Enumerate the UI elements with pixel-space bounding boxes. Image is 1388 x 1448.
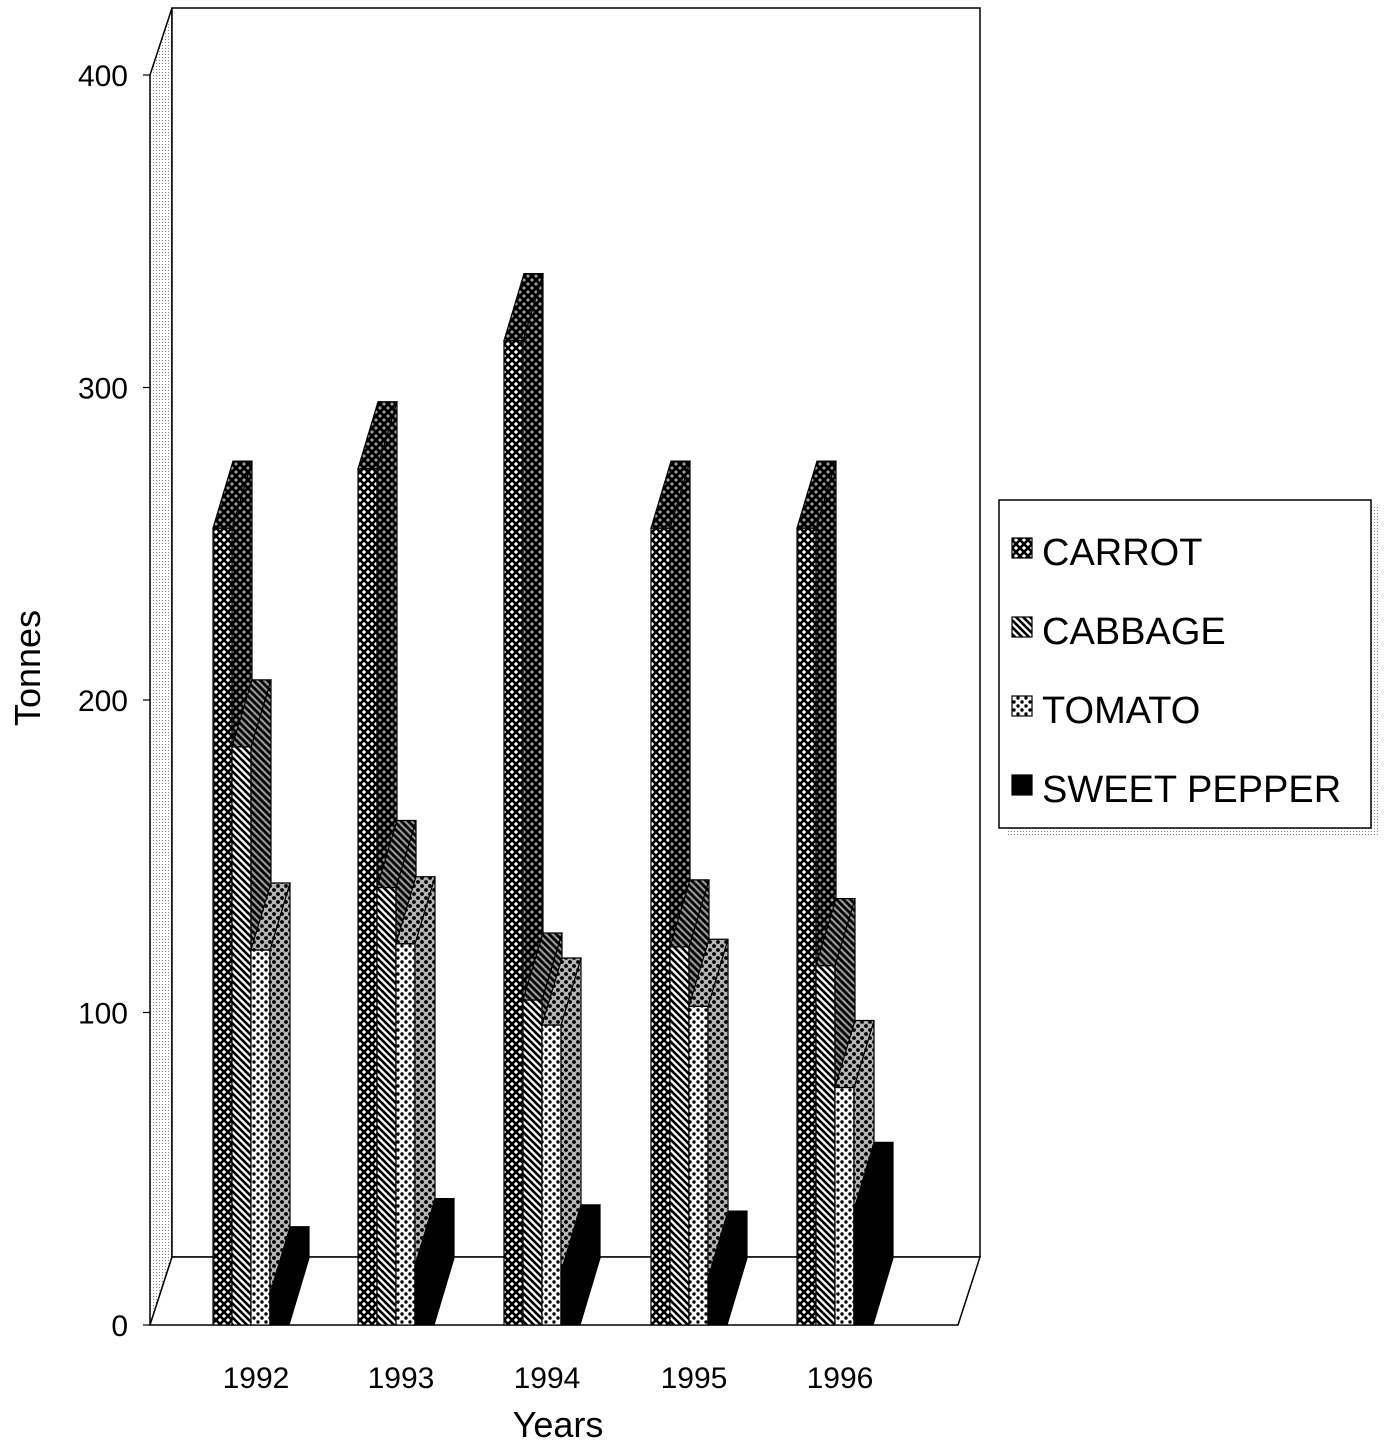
y-axis: 0 100 200 300 400 [78,60,150,1343]
chart-side-wall [149,7,173,1326]
x-tick-label: 1992 [223,1362,290,1395]
legend-swatch [1011,616,1033,638]
legend-label: CARROT [1042,532,1202,574]
legend-label: SWEET PEPPER [1042,769,1341,811]
bar-sweet-pepper-1994 [560,1204,601,1326]
bar-sweet-pepper-1996 [853,1141,894,1326]
legend-box [998,499,1372,829]
y-tick-label: 400 [78,60,128,93]
x-tick-label: 1995 [661,1362,728,1395]
y-axis-title: Tonnes [7,610,48,726]
x-tick-label: 1996 [807,1362,874,1395]
y-tick-label: 300 [78,373,128,406]
bar-tomato-1993 [395,876,436,1326]
legend-label: TOMATO [1042,690,1200,732]
bar-sweet-pepper-1992 [269,1226,310,1326]
x-axis-title: Years [513,1404,604,1445]
bars-group [212,273,894,1326]
y-tick-label: 100 [78,998,128,1031]
legend-label: CABBAGE [1042,611,1226,653]
x-axis: 1992 1993 1994 1995 1996 [223,1362,874,1395]
bar-sweet-pepper-1993 [414,1198,455,1326]
bar-sweet-pepper-1995 [707,1210,748,1326]
legend-swatch [1011,537,1033,559]
bar-tomato-1992 [250,882,291,1326]
x-tick-label: 1993 [368,1362,435,1395]
y-tick-label: 0 [111,1310,128,1343]
y-tick-label: 200 [78,685,128,718]
legend-swatch [1011,695,1033,717]
x-tick-label: 1994 [514,1362,581,1395]
legend-swatch [1011,774,1033,796]
legend: CARROT CABBAGE TOMATO SWEET PEPPER [998,499,1378,837]
